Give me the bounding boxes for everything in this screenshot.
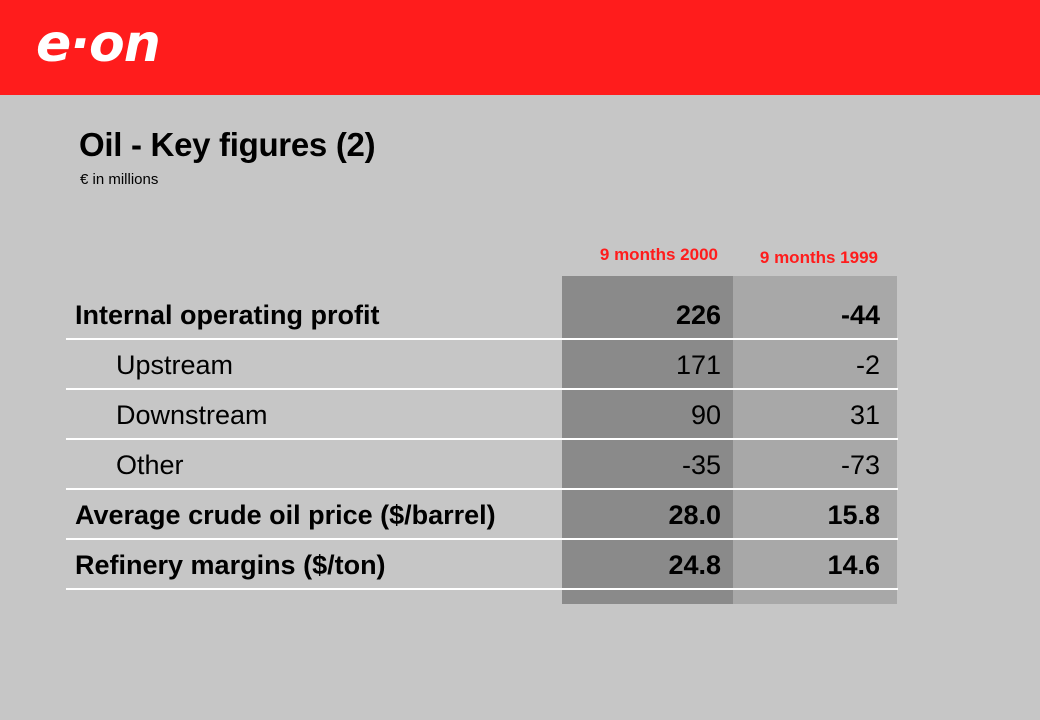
row-divider bbox=[66, 588, 898, 590]
row-divider bbox=[66, 388, 898, 390]
table-row: Internal operating profit 226 -44 bbox=[0, 290, 1040, 340]
value-1999: -2 bbox=[855, 350, 880, 380]
row-divider bbox=[66, 338, 898, 340]
row-label: Internal operating profit bbox=[75, 300, 380, 330]
column-header-1999: 9 months 1999 bbox=[759, 248, 878, 267]
column-header-2000: 9 months 2000 bbox=[599, 245, 718, 264]
row-label: Downstream bbox=[116, 400, 268, 430]
table-row: Downstream 90 31 bbox=[0, 390, 1040, 440]
row-label: Other bbox=[116, 450, 184, 480]
column-band-1999 bbox=[733, 276, 897, 604]
value-2000: 28.0 bbox=[668, 500, 721, 530]
value-1999: 14.6 bbox=[827, 550, 880, 580]
row-label: Upstream bbox=[116, 350, 234, 380]
table-row: Refinery margins ($/ton) 24.8 14.6 bbox=[0, 540, 1040, 590]
table-row: Average crude oil price ($/barrel) 28.0 15… bbox=[0, 490, 1040, 540]
value-2000: 171 bbox=[675, 350, 721, 380]
value-2000: 90 bbox=[690, 400, 721, 430]
header-bar: e·on bbox=[0, 0, 1040, 95]
row-label: Refinery margins ($/ton) bbox=[75, 550, 386, 580]
row-label: Average crude oil price ($/barrel) bbox=[75, 500, 496, 530]
slide-subtitle: € in millions bbox=[80, 171, 159, 188]
slide-title: Oil - Key figures (2) bbox=[79, 126, 376, 163]
value-2000: 226 bbox=[675, 300, 721, 330]
value-1999: -44 bbox=[840, 300, 880, 330]
value-2000: -35 bbox=[681, 450, 721, 480]
table-row: Other -35 -73 bbox=[0, 440, 1040, 490]
eon-logo: e·on bbox=[36, 14, 161, 74]
row-divider bbox=[66, 538, 898, 540]
row-divider bbox=[66, 438, 898, 440]
table-row: Upstream 171 -2 bbox=[0, 340, 1040, 390]
column-band-2000 bbox=[562, 276, 733, 604]
value-1999: -73 bbox=[840, 450, 880, 480]
value-1999: 15.8 bbox=[827, 500, 880, 530]
value-2000: 24.8 bbox=[668, 550, 721, 580]
value-1999: 31 bbox=[849, 400, 880, 430]
row-divider bbox=[66, 488, 898, 490]
